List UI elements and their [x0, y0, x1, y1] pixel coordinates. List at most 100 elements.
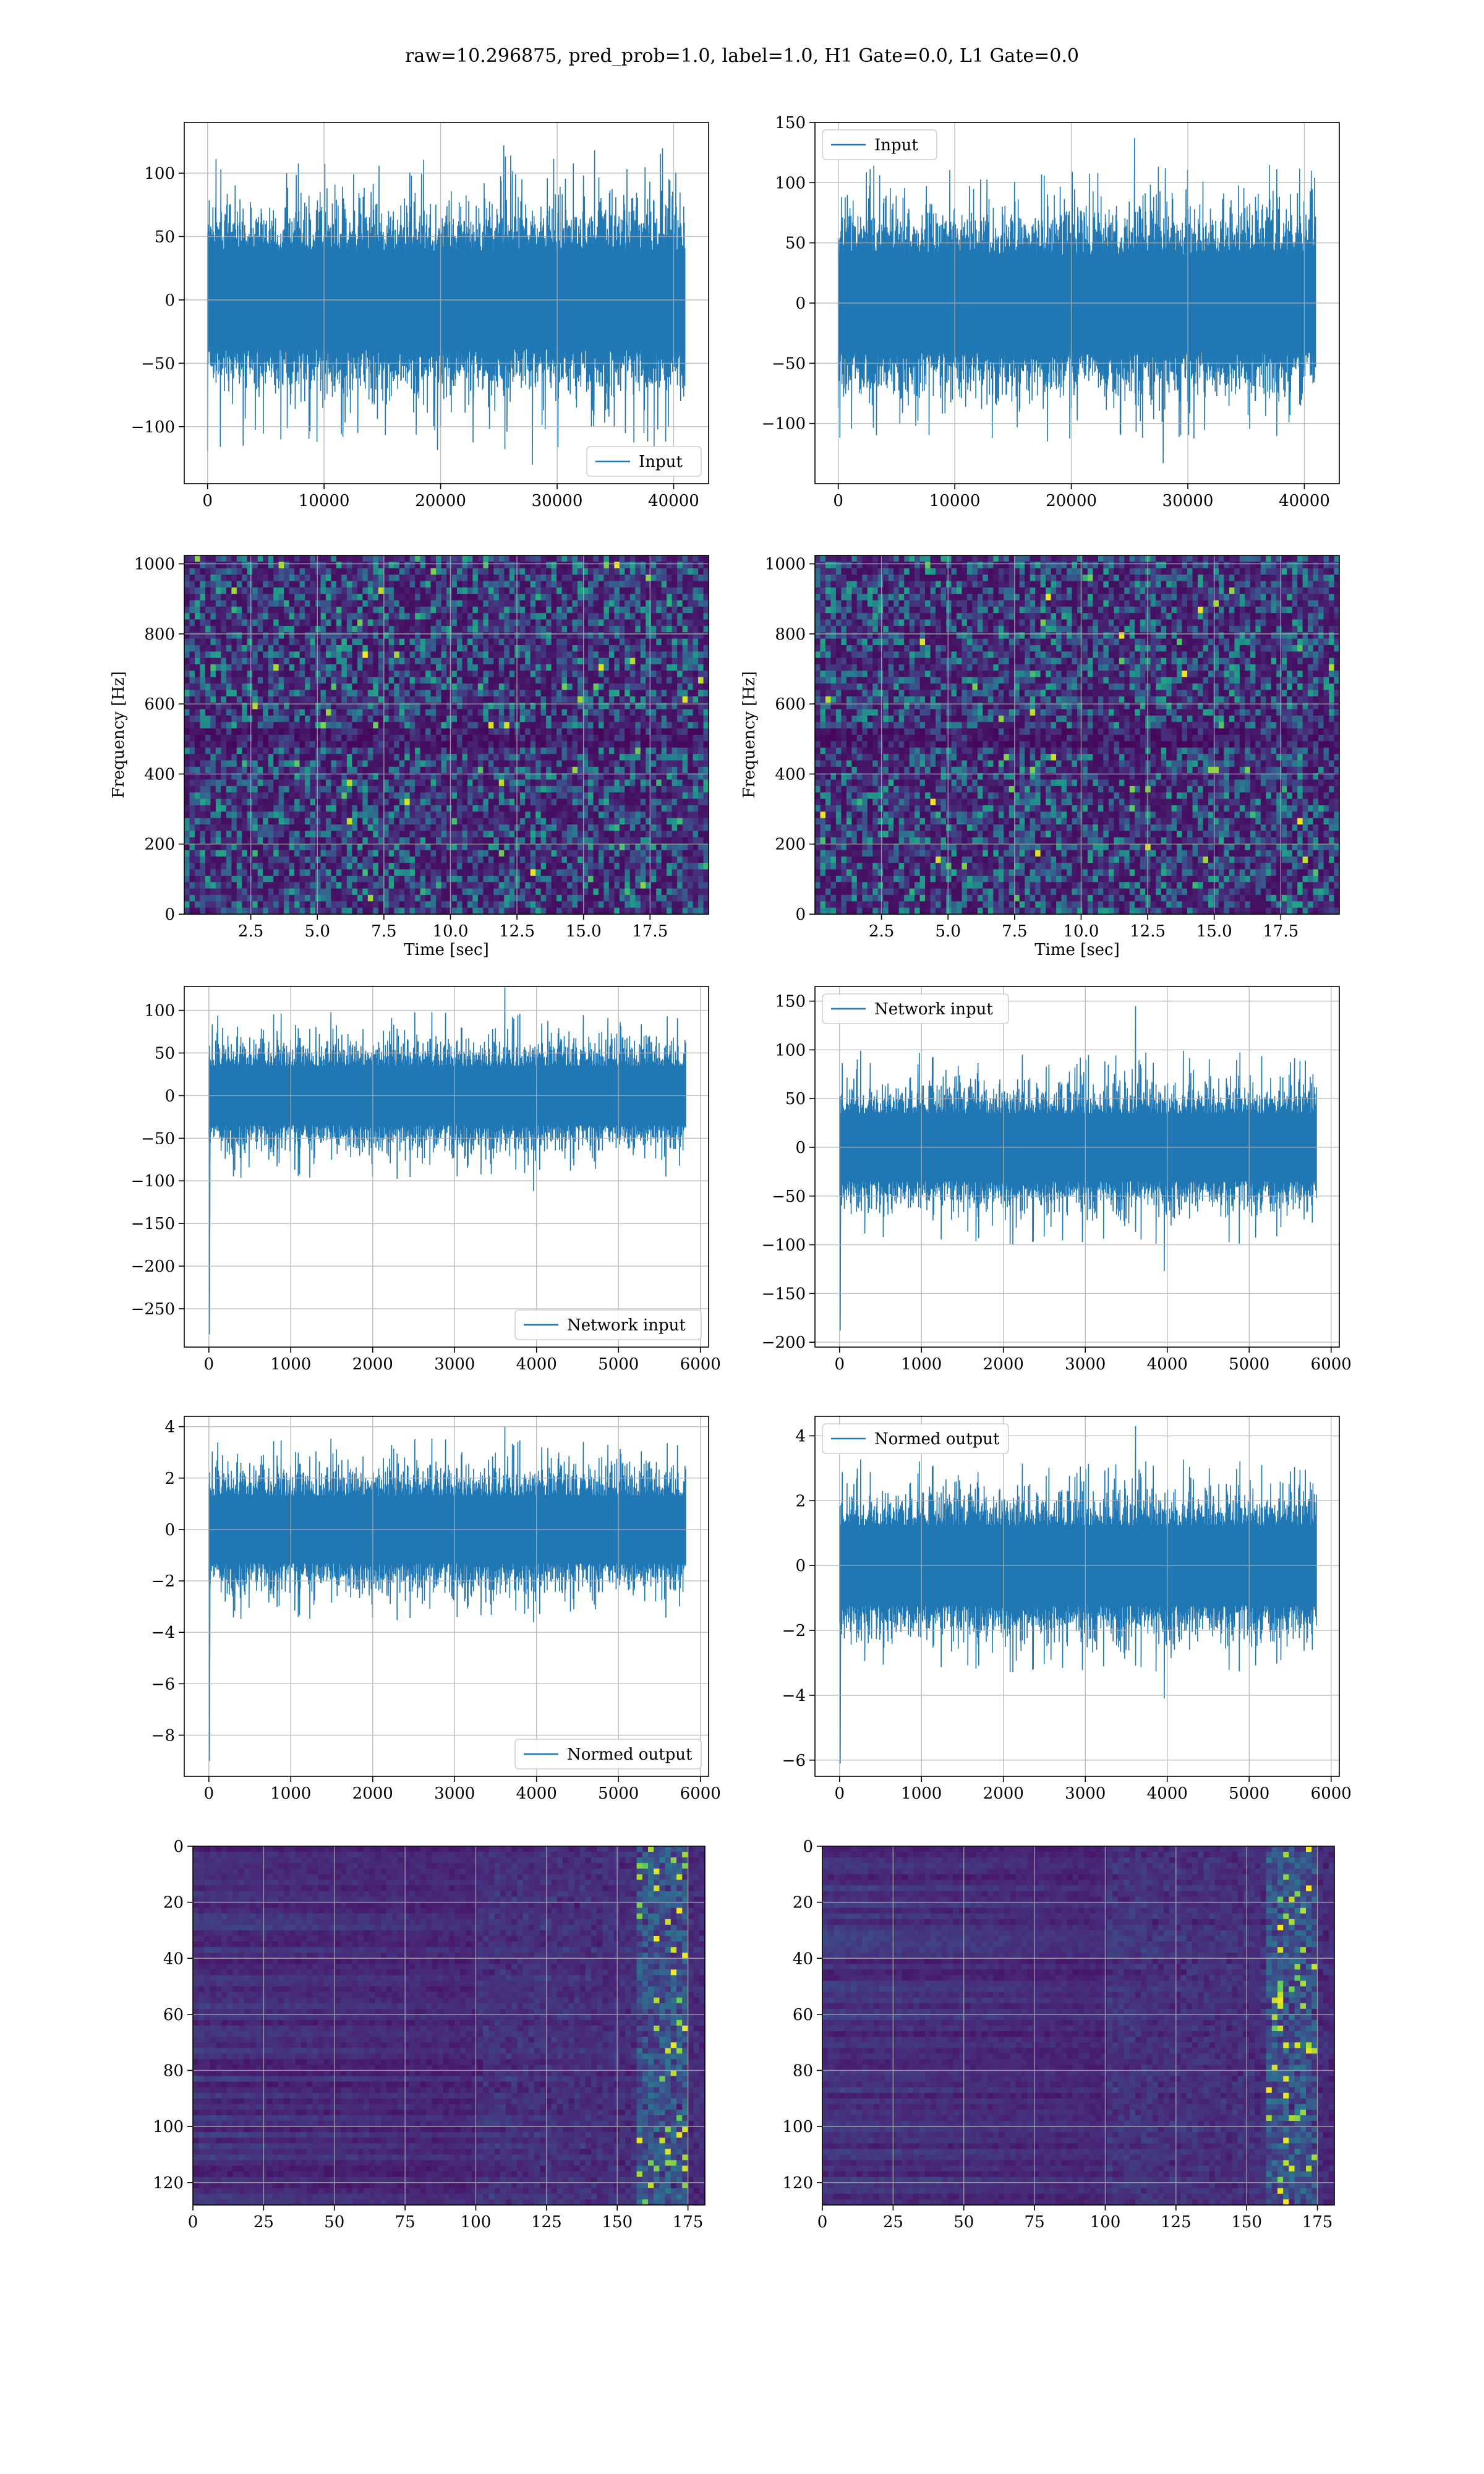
heatmap-cell	[436, 735, 442, 742]
heatmap-cell	[273, 844, 279, 851]
heatmap-cell	[525, 555, 531, 562]
heatmap-cell	[504, 670, 510, 678]
heatmap-cell	[430, 824, 437, 831]
heatmap-cell	[646, 754, 652, 761]
heatmap-cell	[436, 619, 442, 627]
heatmap-cell	[341, 651, 348, 659]
heatmap-cell	[582, 562, 589, 569]
heatmap-cell	[299, 555, 305, 562]
heatmap-cell	[236, 670, 242, 678]
heatmap-cell	[184, 703, 190, 710]
heatmap-cell	[446, 837, 453, 844]
heatmap-cell	[703, 818, 709, 825]
heatmap-cell	[625, 581, 631, 588]
heatmap-cell	[221, 709, 227, 716]
heatmap-cell	[305, 677, 311, 684]
heatmap-cell	[535, 850, 542, 857]
heatmap-cell	[252, 735, 258, 742]
heatmap-cell	[672, 747, 678, 755]
heatmap-cell	[367, 677, 373, 684]
heatmap-cell	[373, 837, 379, 844]
heatmap-cell	[320, 811, 326, 819]
heatmap-cell	[693, 747, 699, 755]
heatmap-cell	[305, 856, 311, 863]
heatmap-cell	[546, 613, 552, 620]
heatmap-cell	[278, 645, 284, 652]
heatmap-cell	[625, 613, 631, 620]
heatmap-cell	[289, 600, 295, 607]
heatmap-cell	[629, 715, 636, 722]
heatmap-cell	[425, 811, 432, 819]
heatmap-cell	[367, 703, 373, 710]
heatmap-cell	[556, 766, 563, 774]
heatmap-cell	[446, 587, 453, 594]
heatmap-cell	[608, 709, 615, 716]
heatmap-cell	[430, 619, 437, 627]
heatmap-cell	[650, 754, 657, 761]
heatmap-cell	[226, 741, 232, 748]
heatmap-cell	[357, 581, 363, 588]
heatmap-cell	[399, 844, 405, 851]
heatmap-cell	[677, 856, 683, 863]
heatmap-cell	[578, 657, 584, 665]
heatmap-cell	[698, 632, 704, 640]
heatmap-cell	[608, 728, 615, 735]
heatmap-cell	[331, 856, 337, 863]
heatmap-cell	[367, 831, 373, 838]
heatmap-cell	[194, 747, 201, 755]
heatmap-cell	[535, 863, 542, 870]
heatmap-cell	[456, 837, 463, 844]
heatmap-cell	[315, 863, 322, 870]
heatmap-cell	[194, 575, 201, 582]
heatmap-cell	[226, 760, 232, 768]
heatmap-cell	[451, 568, 458, 575]
heatmap-cell	[462, 856, 468, 863]
heatmap-cell	[493, 766, 500, 774]
heatmap-cell	[661, 625, 667, 633]
heatmap-cell	[703, 562, 709, 569]
heatmap-cell	[273, 664, 279, 672]
heatmap-cell	[373, 715, 379, 722]
heatmap-cell	[278, 568, 284, 575]
heatmap-cell	[430, 850, 437, 857]
heatmap-cell	[357, 657, 363, 665]
heatmap-cell	[373, 831, 379, 838]
heatmap-cell	[278, 831, 284, 838]
heatmap-cell	[462, 824, 468, 831]
heatmap-cell	[263, 677, 269, 684]
heatmap-cell	[184, 760, 190, 768]
heatmap-cell	[578, 677, 584, 684]
heatmap-cell	[498, 754, 505, 761]
heatmap-cell	[336, 664, 342, 672]
heatmap-cell	[556, 638, 563, 646]
heatmap-cell	[462, 850, 468, 857]
heatmap-cell	[703, 811, 709, 819]
heatmap-cell	[646, 683, 652, 691]
heatmap-cell	[556, 696, 563, 703]
heatmap-cell	[629, 581, 636, 588]
heatmap-cell	[231, 818, 237, 825]
heatmap-cell	[289, 632, 295, 640]
heatmap-cell	[231, 703, 237, 710]
heatmap-cell	[415, 683, 421, 691]
heatmap-cell	[441, 728, 447, 735]
heatmap-cell	[205, 619, 211, 627]
heatmap-cell	[677, 606, 683, 614]
heatmap-cell	[672, 760, 678, 768]
heatmap-cell	[483, 587, 489, 594]
heatmap-cell	[650, 562, 657, 569]
heatmap-cell	[320, 760, 326, 768]
heatmap-cell	[247, 632, 253, 640]
heatmap-cell	[205, 798, 211, 806]
heatmap-cell	[598, 798, 604, 806]
heatmap-cell	[483, 818, 489, 825]
heatmap-cell	[688, 709, 694, 716]
heatmap-cell	[667, 703, 673, 710]
heatmap-cell	[399, 581, 405, 588]
heatmap-cell	[587, 575, 594, 582]
heatmap-cell	[404, 824, 411, 831]
heatmap-cell	[404, 709, 411, 716]
heatmap-cell	[189, 831, 195, 838]
heatmap-cell	[194, 741, 201, 748]
